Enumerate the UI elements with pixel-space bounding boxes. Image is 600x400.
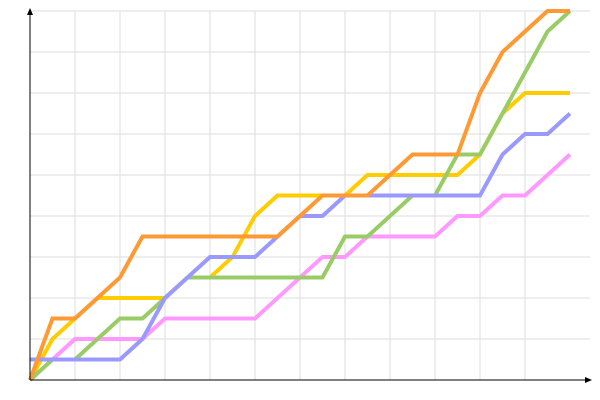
series-lines — [28, 9, 572, 382]
x-axis-arrow-icon — [585, 377, 592, 383]
series-line-3 — [28, 9, 572, 382]
y-axis-arrow-icon — [27, 8, 33, 15]
axes — [27, 8, 592, 383]
series-line-5 — [28, 9, 570, 381]
